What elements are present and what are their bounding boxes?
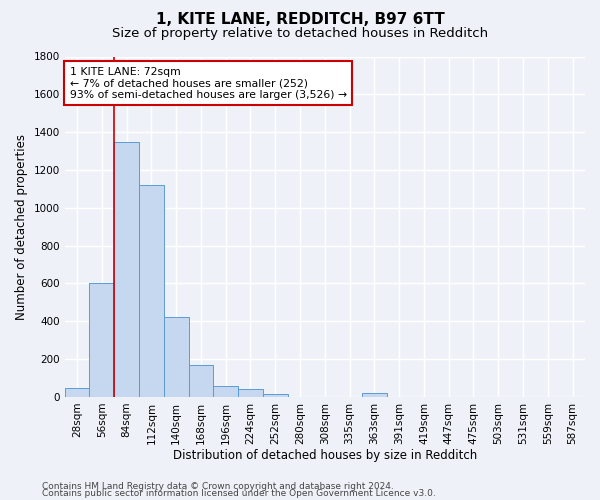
X-axis label: Distribution of detached houses by size in Redditch: Distribution of detached houses by size …	[173, 450, 477, 462]
Bar	[89, 284, 114, 397]
Text: Contains HM Land Registry data © Crown copyright and database right 2024.: Contains HM Land Registry data © Crown c…	[42, 482, 394, 491]
Bar	[214, 386, 238, 397]
Y-axis label: Number of detached properties: Number of detached properties	[15, 134, 28, 320]
Bar	[139, 185, 164, 397]
Bar	[263, 394, 287, 397]
Bar	[65, 388, 89, 397]
Text: Contains public sector information licensed under the Open Government Licence v3: Contains public sector information licen…	[42, 490, 436, 498]
Bar	[188, 365, 214, 397]
Text: 1, KITE LANE, REDDITCH, B97 6TT: 1, KITE LANE, REDDITCH, B97 6TT	[155, 12, 445, 28]
Text: 1 KITE LANE: 72sqm
← 7% of detached houses are smaller (252)
93% of semi-detache: 1 KITE LANE: 72sqm ← 7% of detached hous…	[70, 66, 347, 100]
Bar	[164, 316, 188, 397]
Bar	[238, 390, 263, 397]
Bar	[114, 142, 139, 397]
Bar	[362, 393, 387, 397]
Text: Size of property relative to detached houses in Redditch: Size of property relative to detached ho…	[112, 28, 488, 40]
